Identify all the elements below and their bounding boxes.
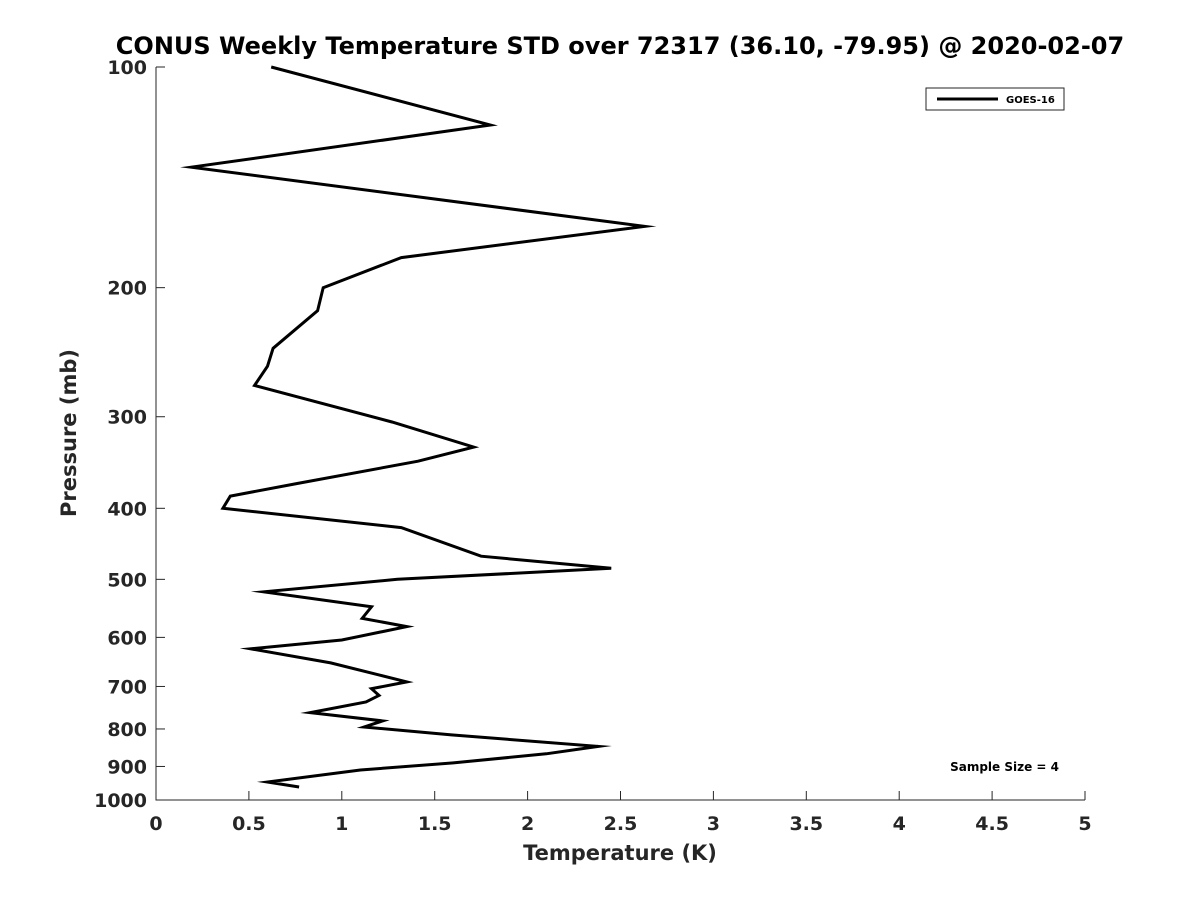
y-tick-label: 1000 xyxy=(94,790,147,812)
x-tick-label: 5 xyxy=(1078,813,1091,835)
series-layer xyxy=(180,65,657,789)
y-tick-label: 900 xyxy=(107,756,147,778)
x-ticks: 0 0.5 1 1.5 2 2.5 3 3.5 4 4.5 5 xyxy=(149,791,1092,835)
series-line-goes-16 xyxy=(180,65,657,789)
plot-area: 0 0.5 1 1.5 2 2.5 3 3.5 4 4.5 5 100 200 300 400 500 600… xyxy=(94,57,1092,835)
y-tick-label: 700 xyxy=(107,676,147,698)
x-axis-label: Temperature (K) xyxy=(523,841,717,865)
x-tick-label: 0 xyxy=(149,813,162,835)
x-tick-label: 1.5 xyxy=(418,813,452,835)
legend-label-goes-16: GOES-16 xyxy=(1006,95,1055,106)
x-tick-label: 2 xyxy=(521,813,534,835)
y-tick-label: 300 xyxy=(107,407,147,429)
y-tick-label: 800 xyxy=(107,719,147,741)
x-tick-label: 3 xyxy=(707,813,720,835)
chart-title: CONUS Weekly Temperature STD over 72317 … xyxy=(116,32,1124,60)
x-tick-label: 4.5 xyxy=(975,813,1009,835)
y-axis-label: Pressure (mb) xyxy=(57,349,81,517)
legend: GOES-16 xyxy=(925,87,1065,111)
y-tick-label: 200 xyxy=(107,278,147,300)
y-tick-label: 100 xyxy=(107,57,147,79)
x-tick-label: 2.5 xyxy=(604,813,638,835)
x-tick-label: 3.5 xyxy=(789,813,823,835)
x-tick-label: 0.5 xyxy=(232,813,266,835)
y-ticks: 100 200 300 400 500 600 700 800 900 1000 xyxy=(94,57,165,812)
y-tick-label: 400 xyxy=(107,498,147,520)
x-tick-label: 1 xyxy=(335,813,348,835)
sample-size-annotation: Sample Size = 4 xyxy=(950,760,1059,774)
y-tick-label: 600 xyxy=(107,627,147,649)
x-tick-label: 4 xyxy=(893,813,906,835)
y-tick-label: 500 xyxy=(107,569,147,591)
